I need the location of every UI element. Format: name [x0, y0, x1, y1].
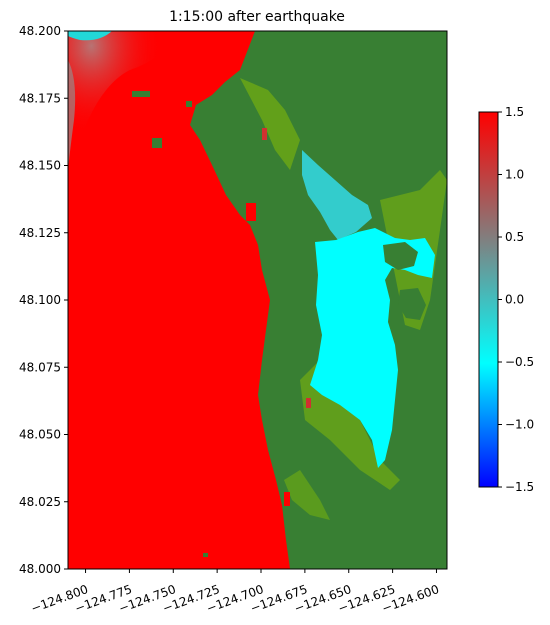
y-tick-label: 48.175	[19, 91, 61, 105]
inland-red-patch-4	[306, 398, 311, 408]
ocean-speck-4	[203, 553, 208, 557]
shallow-zone-coast	[284, 470, 330, 520]
inland-red-patch-2	[262, 128, 267, 140]
bay-island-2	[398, 288, 426, 320]
colorbar	[478, 111, 499, 488]
y-tick-label: 48.100	[19, 293, 61, 307]
colorbar-tick-label: 0.0	[505, 293, 524, 307]
ocean-grey-patch	[68, 60, 76, 170]
y-tick-label: 48.125	[19, 226, 61, 240]
bay-water-main	[310, 228, 435, 468]
chart-title: 1:15:00 after earthquake	[169, 9, 345, 25]
y-tick-label: 48.000	[19, 562, 61, 576]
ocean-speck-1	[132, 91, 150, 97]
inland-red-patch-1	[246, 203, 256, 221]
ocean-speck-2	[152, 138, 162, 148]
ocean-speck-3	[186, 101, 192, 107]
colorbar-tick-label: 1.5	[505, 105, 524, 119]
shallow-zone-north	[240, 78, 300, 170]
y-tick-label: 48.025	[19, 495, 61, 509]
colorbar-tick-label: −1.5	[505, 480, 534, 494]
bay-island-1	[383, 242, 418, 270]
y-axis: 48.000 48.025 48.050 48.075 48.100 48.125 48.1…	[19, 24, 68, 576]
colorbar-tick-label: −0.5	[505, 355, 534, 369]
ocean-haze	[68, 31, 185, 180]
y-tick-label: 48.050	[19, 428, 61, 442]
plot-area	[68, 31, 447, 569]
x-axis: −124.800−124.775−124.750−124.725−124.700…	[29, 569, 441, 616]
colorbar-tick-label: −1.0	[505, 418, 534, 432]
bay-water-upper	[302, 150, 372, 240]
colorbar-tick-label: 1.0	[505, 168, 524, 182]
colorbar-tick-label: 0.5	[505, 230, 524, 244]
ocean-cyan-patch	[68, 31, 112, 41]
colorbar-axis: −1.5 −1.0 −0.5 0.0 0.5 1.0 1.5	[498, 105, 534, 494]
inland-red-patch-3	[284, 492, 290, 506]
y-tick-label: 48.075	[19, 360, 61, 374]
y-tick-label: 48.150	[19, 159, 61, 173]
y-tick-label: 48.200	[19, 24, 61, 38]
